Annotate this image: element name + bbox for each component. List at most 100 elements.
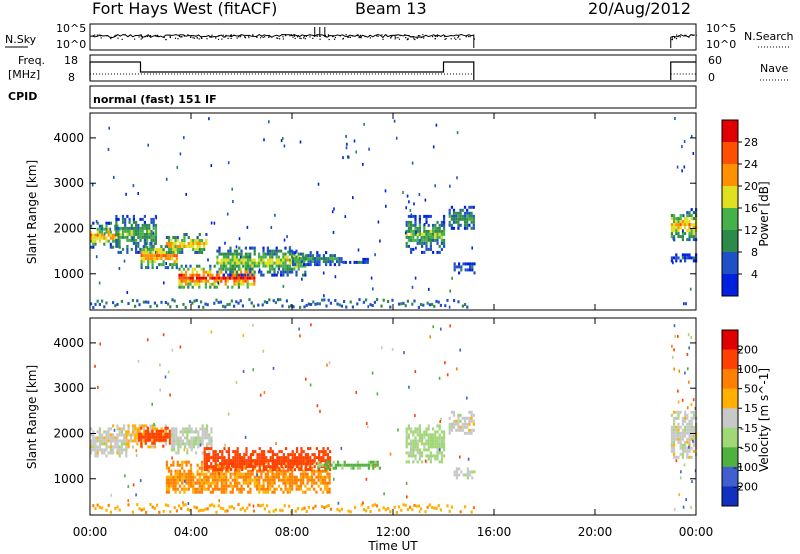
power-cell xyxy=(299,305,302,309)
velocity-cell xyxy=(690,428,693,432)
velocity-cell xyxy=(443,442,446,446)
velocity-cell xyxy=(458,467,461,471)
velocity-cell xyxy=(457,425,460,429)
velocity-cell xyxy=(236,484,239,488)
velocity-cell xyxy=(107,427,110,431)
velocity-cell xyxy=(187,487,190,491)
velocity-cell xyxy=(433,506,436,510)
velocity-cell xyxy=(328,463,331,467)
power-cell xyxy=(327,298,330,302)
noise-search-dot xyxy=(282,36,284,38)
power-cell xyxy=(205,242,208,245)
power-cell xyxy=(345,305,348,309)
velocity-cell xyxy=(120,430,123,434)
power-cell xyxy=(128,232,131,236)
noise-search-dot xyxy=(688,36,690,38)
velocity-cell xyxy=(459,510,462,514)
velocity-cell xyxy=(317,469,320,473)
velocity-cell xyxy=(333,477,335,481)
power-cell xyxy=(173,263,176,267)
velocity-cell xyxy=(197,430,200,434)
power-cell xyxy=(236,273,239,277)
power-cell xyxy=(176,165,179,169)
velocity-cell xyxy=(684,425,687,429)
power-cell xyxy=(98,224,101,228)
power-cell xyxy=(207,270,210,274)
velocity-cell xyxy=(670,437,673,441)
noise-search-dot xyxy=(684,34,686,36)
power-cell xyxy=(96,236,99,240)
velocity-cell xyxy=(176,469,179,473)
velocity-cell xyxy=(112,448,115,452)
power-cell xyxy=(277,249,280,253)
velocity-cell xyxy=(214,459,217,463)
power-cell xyxy=(149,305,152,309)
velocity-cell xyxy=(195,506,198,510)
power-cell xyxy=(436,232,439,236)
velocity-cell xyxy=(167,490,171,494)
velocity-cell xyxy=(414,448,417,452)
power-cell xyxy=(435,123,438,127)
velocity-cell xyxy=(155,435,158,439)
velocity-cell xyxy=(438,433,441,437)
velocity-cell xyxy=(90,445,93,449)
power-cell xyxy=(692,226,695,230)
power-cell xyxy=(366,257,369,261)
power-cell xyxy=(262,258,265,262)
power-cell xyxy=(130,238,133,242)
velocity-cell xyxy=(681,443,684,447)
power-cell xyxy=(270,226,273,229)
velocity-cell xyxy=(205,462,208,466)
power-cell xyxy=(379,239,381,243)
noise-search-dot xyxy=(473,38,475,40)
velocity-cell xyxy=(418,424,421,428)
velocity-cell xyxy=(145,424,148,428)
power-cell xyxy=(242,273,245,277)
velocity-cell xyxy=(326,481,329,485)
power-cell xyxy=(688,253,691,257)
velocity-cell xyxy=(123,427,126,431)
velocity-cell xyxy=(687,406,689,410)
velocity-cell xyxy=(186,508,189,511)
power-cell xyxy=(160,245,163,249)
time-tick-label: 04:00 xyxy=(174,525,209,539)
power-cell xyxy=(681,253,684,257)
noise-search-dot xyxy=(399,35,401,37)
velocity-cell xyxy=(220,475,223,479)
colorbar-frame xyxy=(721,329,739,507)
velocity-cell xyxy=(313,469,316,473)
power-cell xyxy=(269,267,272,271)
velocity-cell xyxy=(326,456,329,460)
power-cell xyxy=(155,251,159,255)
velocity-cell xyxy=(238,465,241,469)
power-cell xyxy=(412,214,415,218)
velocity-cell xyxy=(240,484,243,488)
power-cell xyxy=(155,254,159,258)
power-cell xyxy=(280,264,283,268)
power-cell xyxy=(686,217,689,221)
velocity-cell xyxy=(127,503,130,507)
power-cell xyxy=(175,254,178,258)
velocity-cell xyxy=(684,416,687,420)
power-cell xyxy=(472,226,475,230)
power-cell xyxy=(216,261,219,265)
velocity-cell xyxy=(372,460,375,464)
velocity-cell xyxy=(313,481,316,485)
noise-search-dot xyxy=(262,36,264,38)
power-cell xyxy=(303,305,306,309)
velocity-cell xyxy=(291,465,294,469)
noise-search-dot xyxy=(222,34,224,36)
velocity-cell xyxy=(267,465,270,469)
power-cell xyxy=(466,211,469,215)
velocity-cell xyxy=(189,481,193,485)
velocity-cell xyxy=(271,484,274,488)
power-cell xyxy=(174,245,177,248)
power-cell xyxy=(452,226,456,230)
velocity-cell xyxy=(326,363,328,367)
power-cell xyxy=(198,285,201,289)
power-cell xyxy=(405,244,408,248)
power-cell xyxy=(679,226,682,230)
power-cell xyxy=(432,145,435,149)
power-cell xyxy=(406,299,409,303)
velocity-cell xyxy=(189,508,192,512)
